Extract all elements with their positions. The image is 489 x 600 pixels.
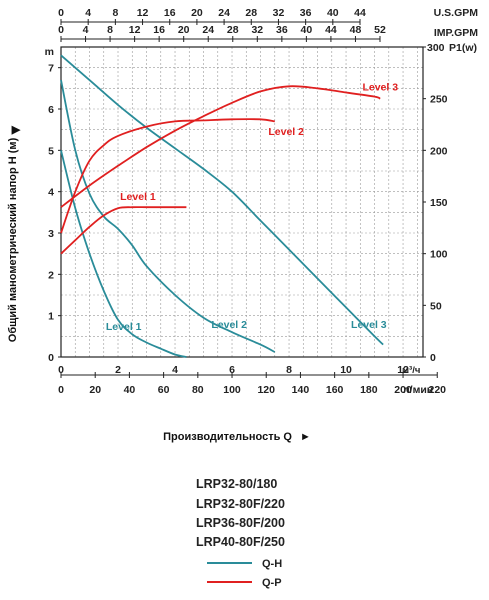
- flow-lmin-tick-label: 40: [124, 384, 136, 396]
- qh-curve-level-3: [60, 54, 384, 346]
- imp-gpm-tick-label: 20: [178, 24, 190, 36]
- qp-curve-level-3: [60, 85, 381, 208]
- grid: [61, 47, 423, 357]
- head-tick-label: 7: [48, 63, 54, 75]
- head-tick-label: 2: [48, 269, 54, 281]
- imp-gpm-tick-label: 36: [276, 24, 288, 36]
- us-gpm-tick-label: 32: [273, 7, 285, 19]
- model-name: LRP32-80F/220: [196, 497, 285, 511]
- power-tick-label: 200: [430, 145, 448, 157]
- flow-m3h-tick-label: 10: [340, 364, 352, 376]
- qp-label-level-3: Level 3: [362, 81, 398, 93]
- qp-curve-level-1: [60, 206, 187, 255]
- tick-labels: 0 4 8 12 16 20 24 28 32 36 40 440 4 8 12 16 20 24 28 32 36 40…: [45, 7, 479, 396]
- imp-gpm-tick-label: 44: [325, 24, 337, 36]
- imp-gpm-tick-label: 48: [350, 24, 362, 36]
- imp-gpm-tick-label: 0: [58, 24, 64, 36]
- us-gpm-tick-label: 40: [327, 7, 339, 19]
- flow-lmin-tick-label: 200: [394, 384, 412, 396]
- flow-lmin-unit: л/мин: [403, 384, 433, 396]
- qp-label-level-2: Level 2: [268, 126, 304, 138]
- flow-m3h-tick-label: 4: [172, 364, 178, 376]
- flow-m3h-tick-label: 0: [58, 364, 64, 376]
- imp-gpm-tick-label: 52: [374, 24, 386, 36]
- flow-m3h-tick-label: 6: [229, 364, 235, 376]
- legend-qh-label: Q-H: [262, 558, 282, 570]
- qp-curve-level-2: [60, 118, 275, 234]
- qp-label-level-1: Level 1: [120, 191, 156, 203]
- power-tick-label: 50: [430, 300, 442, 312]
- flow-lmin-tick-label: 60: [158, 384, 170, 396]
- head-tick-label: 3: [48, 228, 54, 240]
- head-tick-label: 1: [48, 311, 54, 323]
- y-axis-arrow: ▶: [11, 124, 21, 136]
- imp-gpm-tick-label: 24: [202, 24, 214, 36]
- model-name: LRP32-80/180: [196, 477, 277, 491]
- curve-labels: Level 1 Level 2 Level 3 Level 1 Level 2 Level…: [106, 81, 398, 333]
- us-gpm-tick-label: 20: [191, 7, 203, 19]
- y-axis-title: Общий манометрический напор H (м): [7, 137, 19, 342]
- flow-lmin-tick-label: 160: [326, 384, 344, 396]
- power-tick-label: 0: [430, 352, 436, 364]
- flow-lmin-tick-label: 100: [223, 384, 241, 396]
- flow-m3h-tick-label: 12: [397, 364, 409, 376]
- power-tick-label: 250: [430, 94, 448, 106]
- us-gpm-tick-label: 16: [164, 7, 176, 19]
- power-unit: P1(w): [449, 42, 477, 54]
- flow-lmin-tick-label: 120: [257, 384, 275, 396]
- flow-lmin-tick-label: 0: [58, 384, 64, 396]
- flow-m3h-unit: м³/ч: [402, 365, 420, 376]
- us-gpm-tick-label: 8: [112, 7, 118, 19]
- flow-lmin-tick-label: 20: [89, 384, 101, 396]
- us-gpm-tick-label: 12: [137, 7, 149, 19]
- qh-label-level-3: Level 3: [351, 319, 387, 331]
- head-tick-label: 4: [48, 187, 54, 199]
- power-tick-label: 100: [430, 249, 448, 261]
- us-gpm-unit: U.S.GPM: [434, 7, 479, 19]
- us-gpm-tick-label: 24: [218, 7, 230, 19]
- imp-gpm-tick-label: 32: [251, 24, 263, 36]
- flow-lmin-tick-label: 80: [192, 384, 204, 396]
- model-name: LRP36-80F/200: [196, 516, 285, 530]
- us-gpm-tick-label: 4: [85, 7, 91, 19]
- head-tick-label: 5: [48, 145, 54, 157]
- imp-gpm-tick-label: 4: [83, 24, 89, 36]
- x-axis-arrow: ►: [300, 431, 311, 443]
- imp-gpm-tick-label: 28: [227, 24, 239, 36]
- flow-lmin-tick-label: 140: [292, 384, 310, 396]
- head-tick-label: 6: [48, 104, 54, 116]
- head-tick-label: 0: [48, 352, 54, 364]
- us-gpm-tick-label: 44: [354, 7, 366, 19]
- us-gpm-tick-label: 36: [300, 7, 312, 19]
- imp-gpm-tick-label: 12: [129, 24, 141, 36]
- model-name: LRP40-80F/250: [196, 535, 285, 549]
- us-gpm-tick-label: 28: [245, 7, 257, 19]
- imp-gpm-tick-label: 16: [153, 24, 165, 36]
- x-axis-title: Производительность Q: [163, 431, 292, 443]
- axes: [58, 19, 438, 378]
- flow-m3h-tick-label: 2: [115, 364, 121, 376]
- flow-m3h-tick-label: 8: [286, 364, 292, 376]
- imp-gpm-unit: IMP.GPM: [434, 27, 478, 39]
- legend-qp-label: Q-P: [262, 577, 282, 589]
- us-gpm-tick-label: 0: [58, 7, 64, 19]
- power-tick-label: 300: [427, 42, 445, 54]
- head-unit: m: [45, 46, 54, 58]
- imp-gpm-tick-label: 8: [107, 24, 113, 36]
- imp-gpm-tick-label: 40: [301, 24, 313, 36]
- qh-label-level-1: Level 1: [106, 321, 142, 333]
- qh-label-level-2: Level 2: [211, 319, 247, 331]
- curves: [60, 54, 384, 358]
- power-tick-label: 150: [430, 197, 448, 209]
- flow-lmin-tick-label: 220: [428, 384, 446, 396]
- flow-lmin-tick-label: 180: [360, 384, 378, 396]
